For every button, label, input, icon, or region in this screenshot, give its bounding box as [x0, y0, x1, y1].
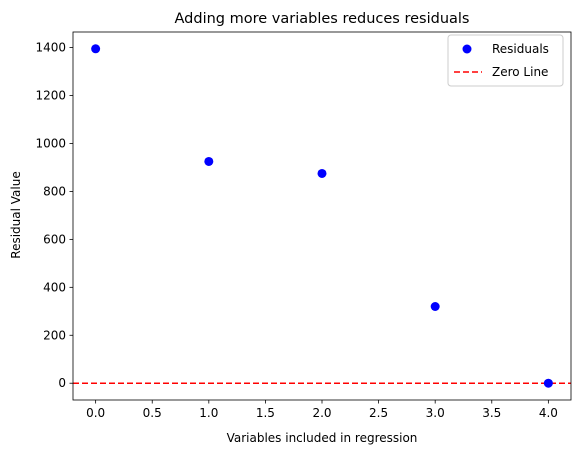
x-tick-label-8: 4.0	[539, 406, 558, 420]
data-point-1	[204, 156, 214, 166]
legend-label-residuals: Residuals	[492, 42, 549, 56]
x-tick-label-7: 3.5	[482, 406, 501, 420]
legend-marker-residuals	[462, 44, 472, 54]
x-tick-label-6: 3.0	[426, 406, 445, 420]
data-point-2	[317, 168, 327, 178]
data-point-0	[91, 44, 101, 54]
legend-box	[447, 34, 564, 87]
x-tick-label-2: 1.0	[199, 406, 218, 420]
y-tick-label-5: 1000	[35, 136, 66, 150]
x-tick-label-4: 2.0	[312, 406, 331, 420]
data-point-4	[543, 378, 553, 388]
y-axis-label: Residual Value	[9, 171, 23, 258]
x-axis-ticks: 0.0 0.5 1.0 1.5 2.0 2.5 3.0 3.5 4.0	[86, 400, 558, 420]
legend-label-zero-line: Zero Line	[492, 65, 548, 79]
x-tick-label-3: 1.5	[256, 406, 275, 420]
y-tick-label-7: 1400	[35, 41, 66, 55]
chart-title: Adding more variables reduces residuals	[175, 11, 470, 27]
y-tick-label-3: 600	[43, 232, 66, 246]
y-tick-label-0: 0	[58, 376, 66, 390]
x-axis-label: Variables included in regression	[227, 431, 418, 445]
y-tick-label-4: 800	[43, 184, 66, 198]
y-tick-label-2: 400	[43, 280, 66, 294]
y-axis-ticks: 0 200 400 600 800 1000 1200 1400	[35, 41, 73, 390]
x-tick-label-1: 0.5	[143, 406, 162, 420]
y-tick-label-6: 1200	[35, 89, 66, 103]
legend: Residuals Zero Line	[447, 34, 564, 87]
x-tick-label-5: 2.5	[369, 406, 388, 420]
data-point-3	[430, 302, 440, 312]
y-tick-label-1: 200	[43, 328, 66, 342]
x-tick-label-0: 0.0	[86, 406, 105, 420]
